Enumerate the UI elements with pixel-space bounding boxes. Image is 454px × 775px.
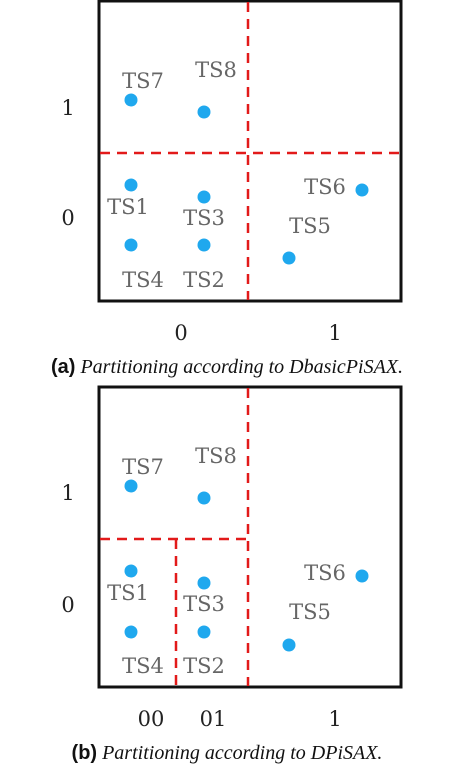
panel-a-frame <box>97 0 403 303</box>
point-ts6 <box>355 569 369 583</box>
point-ts8 <box>197 105 211 119</box>
label-ts8: TS8 <box>195 444 237 468</box>
caption-a-text: Partitioning according to DbasicPiSAX. <box>80 356 403 378</box>
caption-a-label: (a) <box>50 356 76 378</box>
label-ts8: TS8 <box>195 58 237 82</box>
caption-b: (b) Partitioning according to DPiSAX. <box>0 742 454 765</box>
point-ts3 <box>197 190 211 204</box>
point-ts6 <box>355 183 369 197</box>
panel-b-x-tick-00: 00 <box>138 707 165 731</box>
label-ts5: TS5 <box>289 600 331 624</box>
point-ts5 <box>282 638 296 652</box>
panel-b-y-tick-0: 0 <box>61 593 74 617</box>
label-ts6: TS6 <box>304 175 346 199</box>
point-ts4 <box>124 625 138 639</box>
panel-b-frame <box>97 385 403 689</box>
label-ts6: TS6 <box>304 561 346 585</box>
point-ts7 <box>124 479 138 493</box>
panel-a: TS7 TS8 TS1 TS3 TS4 TS2 TS6 TS5 1 0 0 1 <box>61 0 403 345</box>
point-ts2 <box>197 238 211 252</box>
label-ts4: TS4 <box>122 654 164 678</box>
point-ts2 <box>197 625 211 639</box>
panel-a-y-tick-1: 1 <box>61 96 74 120</box>
point-ts8 <box>197 491 211 505</box>
panel-a-x-tick-1: 1 <box>328 321 341 345</box>
panel-b-x-tick-01: 01 <box>200 707 227 731</box>
panel-b-y-tick-1: 1 <box>61 481 74 505</box>
label-ts7: TS7 <box>122 69 164 93</box>
panel-a-y-tick-0: 0 <box>61 206 74 230</box>
label-ts2: TS2 <box>183 268 225 292</box>
caption-b-label: (b) <box>71 742 98 764</box>
label-ts5: TS5 <box>289 214 331 238</box>
caption-b-text: Partitioning according to DPiSAX. <box>102 742 383 764</box>
point-ts7 <box>124 93 138 107</box>
point-ts4 <box>124 238 138 252</box>
label-ts3: TS3 <box>183 592 225 616</box>
label-ts3: TS3 <box>183 206 225 230</box>
label-ts4: TS4 <box>122 268 164 292</box>
label-ts1: TS1 <box>107 581 149 605</box>
panel-a-x-tick-0: 0 <box>174 321 187 345</box>
label-ts2: TS2 <box>183 654 225 678</box>
point-ts5 <box>282 251 296 265</box>
panel-b: TS7 TS8 TS1 TS3 TS4 TS2 TS6 TS5 1 0 00 0… <box>61 385 403 731</box>
point-ts3 <box>197 576 211 590</box>
point-ts1 <box>124 564 138 578</box>
panel-b-x-tick-1: 1 <box>328 707 341 731</box>
label-ts7: TS7 <box>122 455 164 479</box>
label-ts1: TS1 <box>107 195 149 219</box>
caption-a: (a) Partitioning according to DbasicPiSA… <box>0 356 454 379</box>
point-ts1 <box>124 178 138 192</box>
